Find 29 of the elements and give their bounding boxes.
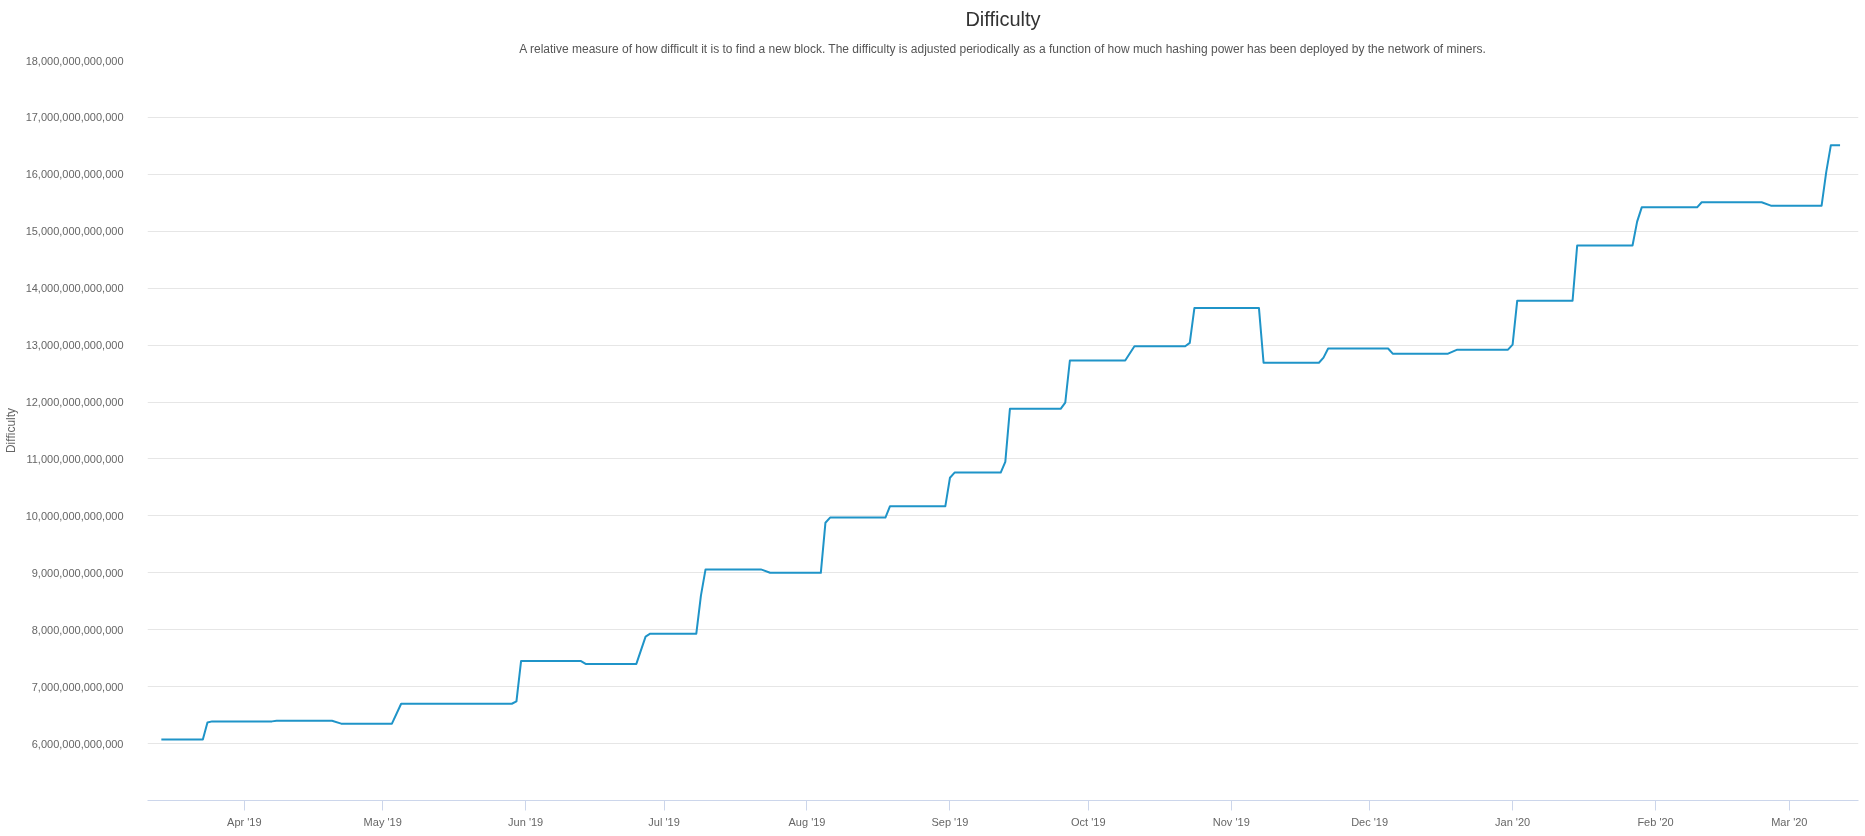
y-tick-label: 11,000,000,000,000 <box>26 452 124 465</box>
y-tick-label: 17,000,000,000,000 <box>25 111 124 124</box>
x-tick-label: Sep '19 <box>931 815 969 828</box>
y-tick-label: 16,000,000,000,000 <box>25 168 124 181</box>
y-tick-label: 13,000,000,000,000 <box>25 339 124 352</box>
x-tick-label: Nov '19 <box>1212 815 1250 828</box>
y-axis-title: Difficulty <box>3 407 18 454</box>
x-tick-label: Jul '19 <box>648 815 680 828</box>
x-tick-label: Jun '19 <box>508 815 544 828</box>
x-tick-label: Feb '20 <box>1637 815 1674 828</box>
y-tick-label: 15,000,000,000,000 <box>25 225 124 238</box>
x-tick-label: Jan '20 <box>1495 815 1531 828</box>
y-tick-label: 18,000,000,000,000 <box>25 54 124 67</box>
x-tick-label: Aug '19 <box>788 815 826 828</box>
x-tick-label: Dec '19 <box>1351 815 1389 828</box>
x-tick-label: Oct '19 <box>1071 815 1106 828</box>
y-tick-label: 14,000,000,000,000 <box>25 282 124 295</box>
y-tick-label: 10,000,000,000,000 <box>25 509 124 522</box>
chart-subtitle: A relative measure of how difficult it is to find a new block. The difficulty is adjusted periodically as a function of how much hashing power has been deployed by the network of miners. <box>519 41 1486 56</box>
line-series <box>160 144 1842 741</box>
y-tick-label: 6,000,000,000,000 <box>31 737 124 750</box>
chart-title: Difficulty <box>965 7 1041 30</box>
y-tick-label: 12,000,000,000,000 <box>25 396 124 409</box>
x-tick-label: May '19 <box>363 815 402 828</box>
x-tick-label: Mar '20 <box>1771 815 1808 828</box>
x-tick-label: Apr '19 <box>227 815 262 828</box>
y-tick-label: 8,000,000,000,000 <box>31 623 124 636</box>
y-tick-label: 7,000,000,000,000 <box>31 680 124 693</box>
y-tick-label: 9,000,000,000,000 <box>31 566 124 579</box>
